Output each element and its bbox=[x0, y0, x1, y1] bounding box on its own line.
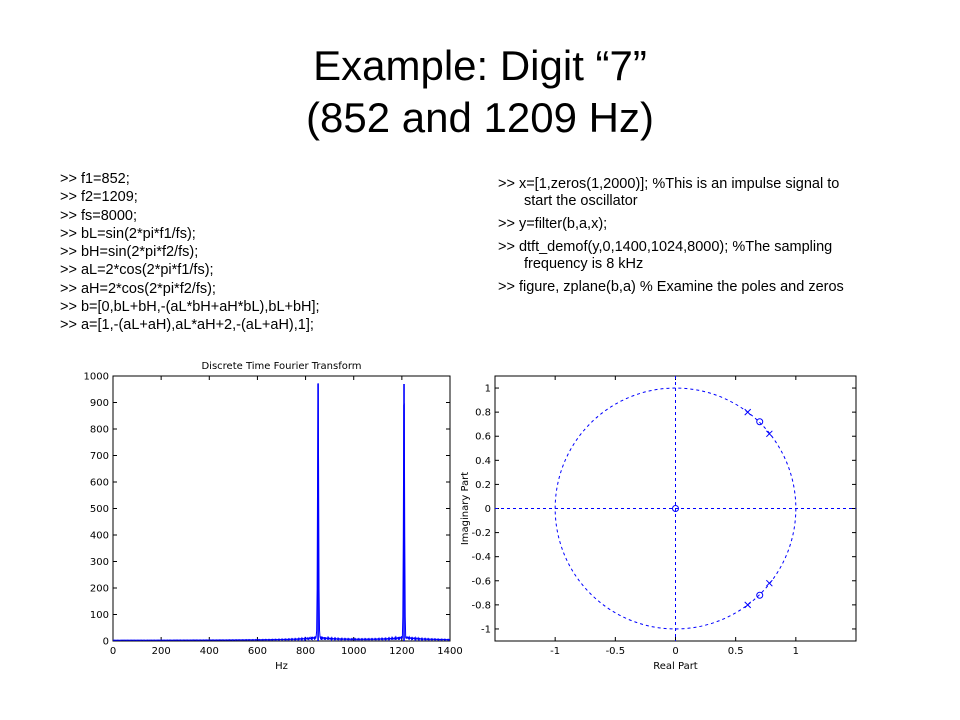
zplane-y-tick-label: -0.8 bbox=[471, 600, 491, 611]
dtft-y-tick-label: 800 bbox=[90, 425, 109, 436]
dtft-x-tick-label: 1000 bbox=[341, 646, 366, 657]
zplane-y-tick-label: -0.4 bbox=[471, 552, 491, 563]
dtft-y-tick-label: 200 bbox=[90, 584, 109, 595]
code-text: >> x=[1,zeros(1,2000)]; %This is an impu… bbox=[498, 176, 840, 192]
pole-stroke bbox=[766, 430, 773, 438]
zplane-chart: -1 -0.5 0 0.5 1 1 0.8 0.6 0.4 0.2 0 -0.2 -0.4 -0.6 -0.… bbox=[460, 375, 857, 672]
dtft-x-tick-label: 1400 bbox=[437, 646, 462, 657]
dtft-y-tick-label: 600 bbox=[90, 478, 109, 489]
code-line: >> aH=2*cos(2*pi*f2/fs); bbox=[60, 280, 216, 297]
zplane-y-tick-label: 0.4 bbox=[475, 456, 491, 467]
zplane-y-axis-label: Imaginary Part bbox=[460, 472, 471, 545]
dtft-x-tick-label: 200 bbox=[152, 646, 171, 657]
dtft-x-tick-label: 800 bbox=[296, 646, 315, 657]
code-line: >> y=filter(b,a,x); bbox=[498, 216, 918, 233]
zplane-x-tick-label: 1 bbox=[793, 646, 799, 657]
code-block-left: >> f1=852; >> f2=1209; >> fs=8000; >> bL… bbox=[60, 170, 420, 335]
pole-stroke bbox=[744, 601, 752, 609]
pole-stroke bbox=[744, 408, 752, 416]
zplane-y-tick-label: -0.6 bbox=[471, 576, 491, 587]
code-line: >> f1=852; bbox=[60, 171, 130, 187]
dtft-x-axis-label: Hz bbox=[275, 661, 288, 672]
dtft-x-tick-label: 0 bbox=[110, 646, 116, 657]
title-line-1: Example: Digit “7” bbox=[313, 42, 647, 89]
code-line: >> bH=sin(2*pi*f2/fs); bbox=[60, 244, 199, 261]
zplane-x-tick-label: 0.5 bbox=[728, 646, 744, 657]
code-text: >> dtft_demof(y,0,1400,1024,8000); %The … bbox=[498, 239, 833, 255]
zplane-pole-marker bbox=[766, 430, 773, 438]
dtft-y-tick-label: 100 bbox=[90, 610, 109, 621]
zplane-x-tick-label: -1 bbox=[550, 646, 560, 657]
code-line: >> x=[1,zeros(1,2000)]; %This is an impu… bbox=[498, 176, 918, 210]
zplane-y-tick-label: 0.2 bbox=[475, 480, 491, 491]
code-line: >> aL=2*cos(2*pi*f1/fs); bbox=[60, 262, 214, 279]
dtft-spectrum-line bbox=[112, 383, 451, 642]
zplane-zero-marker bbox=[672, 505, 679, 512]
dtft-x-tick-label: 400 bbox=[200, 646, 219, 657]
code-line: >> bL=sin(2*pi*f1/fs); bbox=[60, 225, 196, 242]
code-line: >> figure, zplane(b,a) % Examine the pol… bbox=[498, 279, 918, 296]
pole-stroke bbox=[766, 579, 773, 587]
zplane-y-tick-label: 1 bbox=[485, 384, 491, 395]
dtft-y-tick-label: 700 bbox=[90, 451, 109, 462]
zplane-pole-marker bbox=[744, 408, 752, 416]
zplane-zero-marker bbox=[756, 591, 764, 599]
code-line: >> a=[1,-(aL+aH),aL*aH+2,-(aL+aH),1]; bbox=[60, 317, 314, 334]
code-text: >> figure, zplane(b,a) % Examine the pol… bbox=[498, 279, 844, 295]
zplane-y-tick-label: -1 bbox=[481, 624, 491, 635]
code-line: >> f2=1209; bbox=[60, 189, 138, 206]
zplane-y-tick-label: 0 bbox=[485, 504, 491, 515]
dtft-y-tick-label: 900 bbox=[90, 398, 109, 409]
code-text: >> y=filter(b,a,x); bbox=[498, 216, 608, 232]
zplane-pole-marker bbox=[766, 579, 773, 587]
dtft-y-tick-label: 400 bbox=[90, 531, 109, 542]
code-line: >> fs=8000; bbox=[60, 207, 137, 224]
code-line: >> dtft_demof(y,0,1400,1024,8000); %The … bbox=[498, 239, 918, 273]
zplane-x-tick-label: -0.5 bbox=[606, 646, 626, 657]
zplane-y-tick-label: -0.2 bbox=[471, 528, 491, 539]
dtft-x-tick-label: 600 bbox=[248, 646, 267, 657]
zplane-zero-marker bbox=[756, 418, 764, 426]
code-block-right: >> x=[1,zeros(1,2000)]; %This is an impu… bbox=[498, 176, 918, 302]
code-continuation: frequency is 8 kHz bbox=[524, 256, 644, 272]
dtft-y-tick-label: 1000 bbox=[84, 372, 109, 383]
code-line: >> b=[0,bL+bH,-(aL*bH+aH*bL),bL+bH]; bbox=[60, 299, 320, 316]
zplane-y-tick-label: 0.6 bbox=[475, 432, 491, 443]
dtft-x-tick-label: 1200 bbox=[389, 646, 414, 657]
dtft-chart: 0 200 400 600 800 1000 1200 1400 0 100 200 300 400 50… bbox=[84, 361, 463, 672]
title-line-2: (852 and 1209 Hz) bbox=[306, 94, 654, 141]
dtft-y-tick-label: 500 bbox=[90, 504, 109, 515]
code-continuation: start the oscillator bbox=[524, 193, 638, 209]
dtft-title: Discrete Time Fourier Transform bbox=[201, 361, 361, 372]
dtft-plot-box bbox=[112, 375, 451, 642]
zplane-x-tick-label: 0 bbox=[672, 646, 678, 657]
slide-title: Example: Digit “7” (852 and 1209 Hz) bbox=[0, 40, 960, 144]
zplane-y-tick-label: 0.8 bbox=[475, 408, 491, 419]
zplane-pole-marker bbox=[744, 601, 752, 609]
zplane-x-axis-label: Real Part bbox=[653, 661, 698, 672]
dtft-y-tick-label: 0 bbox=[103, 637, 109, 648]
dtft-y-tick-label: 300 bbox=[90, 557, 109, 568]
